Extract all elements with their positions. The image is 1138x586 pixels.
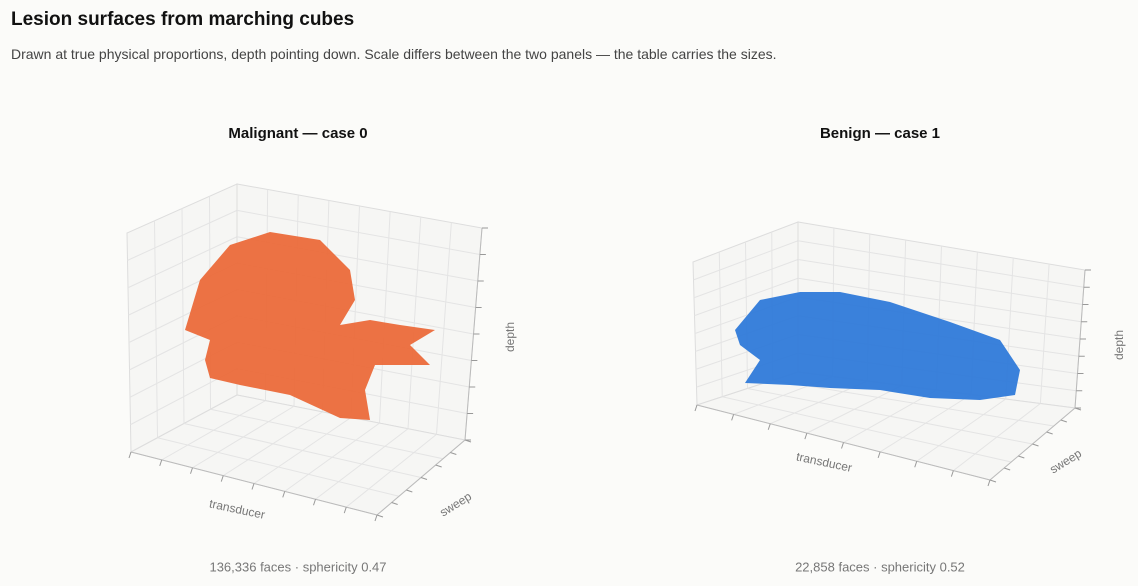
pane-grid-line bbox=[210, 408, 444, 460]
tick bbox=[391, 502, 398, 505]
panel-title: Malignant — case 0 bbox=[228, 125, 367, 142]
tick bbox=[450, 452, 457, 455]
tick bbox=[376, 514, 384, 518]
page-subtitle: Drawn at true physical proportions, dept… bbox=[11, 46, 777, 62]
pane-grid-line bbox=[797, 240, 1084, 288]
tick bbox=[731, 414, 735, 421]
panel-caption: 22,858 faces · sphericity 0.52 bbox=[795, 559, 965, 574]
tick bbox=[694, 404, 698, 412]
lesion-surface bbox=[185, 232, 435, 420]
pane-grid-line bbox=[693, 240, 799, 281]
panel-title: Benign — case 1 bbox=[820, 125, 940, 142]
pane-grid-line bbox=[127, 209, 238, 261]
pane-grid-line bbox=[693, 259, 799, 299]
tick bbox=[406, 489, 413, 493]
pane-grid-line bbox=[183, 423, 422, 478]
tick bbox=[1032, 443, 1039, 447]
tick bbox=[1018, 455, 1025, 459]
tick bbox=[987, 479, 991, 487]
axis-label: depth bbox=[1112, 330, 1126, 360]
pane-grid-line bbox=[127, 236, 238, 289]
pane-grid-line bbox=[797, 277, 1082, 323]
tick bbox=[767, 423, 771, 430]
page-title: Lesion surfaces from marching cubes bbox=[11, 9, 355, 30]
pane-grid-line bbox=[747, 388, 1033, 445]
pane-grid-line bbox=[236, 209, 480, 255]
pane-grid-line bbox=[722, 396, 1012, 463]
tick bbox=[1060, 419, 1067, 423]
tick bbox=[1046, 431, 1053, 435]
tick bbox=[914, 461, 918, 468]
tick bbox=[1004, 467, 1011, 471]
lesion-surface bbox=[735, 292, 1020, 400]
tick bbox=[313, 499, 316, 506]
tick bbox=[374, 514, 378, 522]
tick bbox=[841, 442, 844, 449]
tick bbox=[950, 470, 954, 477]
tick bbox=[282, 491, 286, 498]
tick bbox=[220, 475, 224, 482]
tick bbox=[128, 451, 132, 459]
axis-label: depth bbox=[503, 322, 517, 352]
axis-label: transducer bbox=[795, 449, 853, 474]
tick bbox=[190, 467, 193, 474]
axis-label: transducer bbox=[208, 496, 266, 521]
tick bbox=[877, 451, 881, 459]
pane-grid-line bbox=[157, 437, 400, 497]
tick bbox=[989, 479, 997, 483]
panel-caption: 136,336 faces · sphericity 0.47 bbox=[209, 559, 386, 574]
tick bbox=[435, 464, 442, 468]
tick bbox=[420, 477, 428, 480]
pane-grid-line bbox=[797, 259, 1083, 305]
tick bbox=[343, 506, 347, 514]
axis-label: sweep bbox=[437, 489, 474, 519]
axis-label: sweep bbox=[1047, 446, 1084, 476]
pane-grid-line bbox=[694, 277, 799, 317]
tick bbox=[159, 459, 163, 467]
tick bbox=[251, 483, 255, 490]
tick bbox=[804, 432, 808, 440]
pane-grid-line bbox=[772, 379, 1054, 427]
